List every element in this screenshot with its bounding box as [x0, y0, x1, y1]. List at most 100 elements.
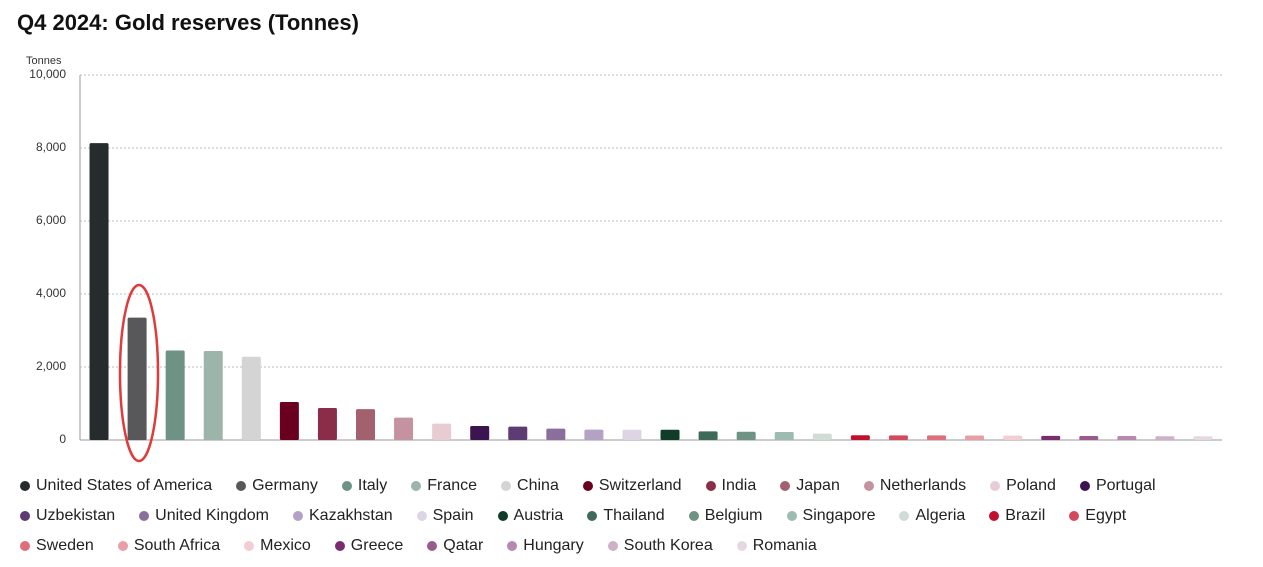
bar [660, 429, 680, 440]
legend-label: Uzbekistan [36, 507, 116, 524]
legend-item: Portugal [1079, 474, 1156, 498]
legend-label: Japan [796, 477, 840, 494]
legend-item: Greece [334, 534, 403, 558]
legend-label: Hungary [523, 537, 584, 554]
bar [394, 417, 414, 440]
bar [508, 426, 528, 440]
bar [774, 431, 794, 440]
legend-label: Singapore [802, 507, 876, 524]
bar [432, 423, 452, 440]
bar [127, 317, 147, 440]
y-tick-label: 10,000 [29, 67, 66, 81]
highlight-ellipse [118, 283, 160, 463]
bar [584, 429, 604, 440]
bar [1079, 435, 1099, 440]
legend-item: Romania [736, 534, 817, 558]
bar [1193, 436, 1213, 440]
legend-label: China [517, 477, 559, 494]
legend-swatch [139, 511, 150, 521]
legend-item: South Korea [607, 534, 713, 558]
legend: United States of America Germany Italy Fran… [20, 474, 1220, 558]
bar [965, 435, 985, 440]
bar [241, 356, 261, 440]
legend-item: Brazil [989, 504, 1045, 528]
legend-swatch [427, 541, 438, 551]
legend-swatch [705, 481, 716, 491]
legend-swatch [1079, 481, 1090, 491]
bar [89, 143, 109, 440]
legend-swatch [416, 511, 427, 521]
legend-item: China [501, 474, 559, 498]
legend-label: Italy [357, 477, 388, 494]
legend-item: Mexico [244, 534, 311, 558]
legend-label: Switzerland [598, 477, 682, 494]
legend-swatch [736, 541, 747, 551]
legend-item: Netherlands [863, 474, 967, 498]
legend-label: United Kingdom [155, 507, 269, 524]
legend-item: Japan [780, 474, 840, 498]
legend-item: India [705, 474, 757, 498]
bar [1117, 435, 1137, 440]
legend-label: Belgium [704, 507, 763, 524]
legend-swatch [1069, 511, 1080, 521]
legend-label: India [721, 477, 757, 494]
chart: Q4 2024: Gold reserves (Tonnes) Tonnes 0… [17, 10, 1222, 463]
bar [470, 426, 490, 440]
bar [927, 435, 946, 440]
legend-item: Qatar [427, 534, 483, 558]
legend-label: Poland [1006, 477, 1056, 494]
legend-swatch [20, 511, 30, 521]
legend-label: Mexico [260, 537, 311, 554]
legend-item: Germany [236, 474, 318, 498]
legend-label: United States of America [36, 477, 213, 494]
legend-swatch [334, 541, 345, 551]
legend-item: Egypt [1069, 504, 1126, 528]
legend-item: United States of America [20, 474, 212, 498]
legend-item: Singapore [786, 504, 876, 528]
y-tick-label: 2,000 [36, 359, 66, 373]
legend-item: Spain [416, 504, 474, 528]
legend-label: Romania [752, 537, 817, 554]
legend-item: Italy [341, 474, 388, 498]
legend-swatch [607, 541, 618, 551]
legend-label: Qatar [443, 537, 484, 554]
legend-swatch [582, 481, 593, 491]
legend-swatch [780, 481, 791, 491]
legend-label: South Africa [133, 537, 221, 554]
legend-swatch [497, 511, 508, 521]
legend-label: Austria [513, 507, 564, 524]
legend-item: Switzerland [582, 474, 682, 498]
legend-item: Hungary [507, 534, 584, 558]
legend-swatch [411, 481, 422, 491]
legend-item: Belgium [688, 504, 763, 528]
legend-label: Portugal [1095, 477, 1156, 494]
bar [888, 435, 908, 440]
legend-swatch [341, 481, 352, 491]
legend-label: Netherlands [879, 477, 967, 494]
legend-item: Austria [497, 504, 564, 528]
y-tick-label: 4,000 [36, 286, 66, 300]
legend-swatch [688, 511, 699, 521]
bar [546, 428, 566, 440]
legend-label: Kazakhstan [309, 507, 393, 524]
legend-label: Algeria [915, 507, 966, 524]
legend-swatch [786, 511, 797, 521]
bar [279, 402, 299, 440]
legend-item: Thailand [587, 504, 665, 528]
legend-item: Algeria [899, 504, 965, 528]
legend-swatch [989, 511, 1000, 521]
y-tick-label: 8,000 [36, 140, 66, 154]
bar [356, 409, 375, 440]
bar [165, 350, 185, 440]
legend-label: South Korea [623, 537, 713, 554]
legend-label: Thailand [603, 507, 665, 524]
legend-swatch [501, 481, 512, 491]
bar [698, 431, 718, 440]
legend-swatch [587, 511, 598, 521]
y-tick-label: 0 [59, 432, 66, 446]
legend-item: Kazakhstan [293, 504, 393, 528]
legend-label: France [427, 477, 478, 494]
y-axis-label: Tonnes [26, 55, 62, 67]
bar [1003, 435, 1023, 440]
